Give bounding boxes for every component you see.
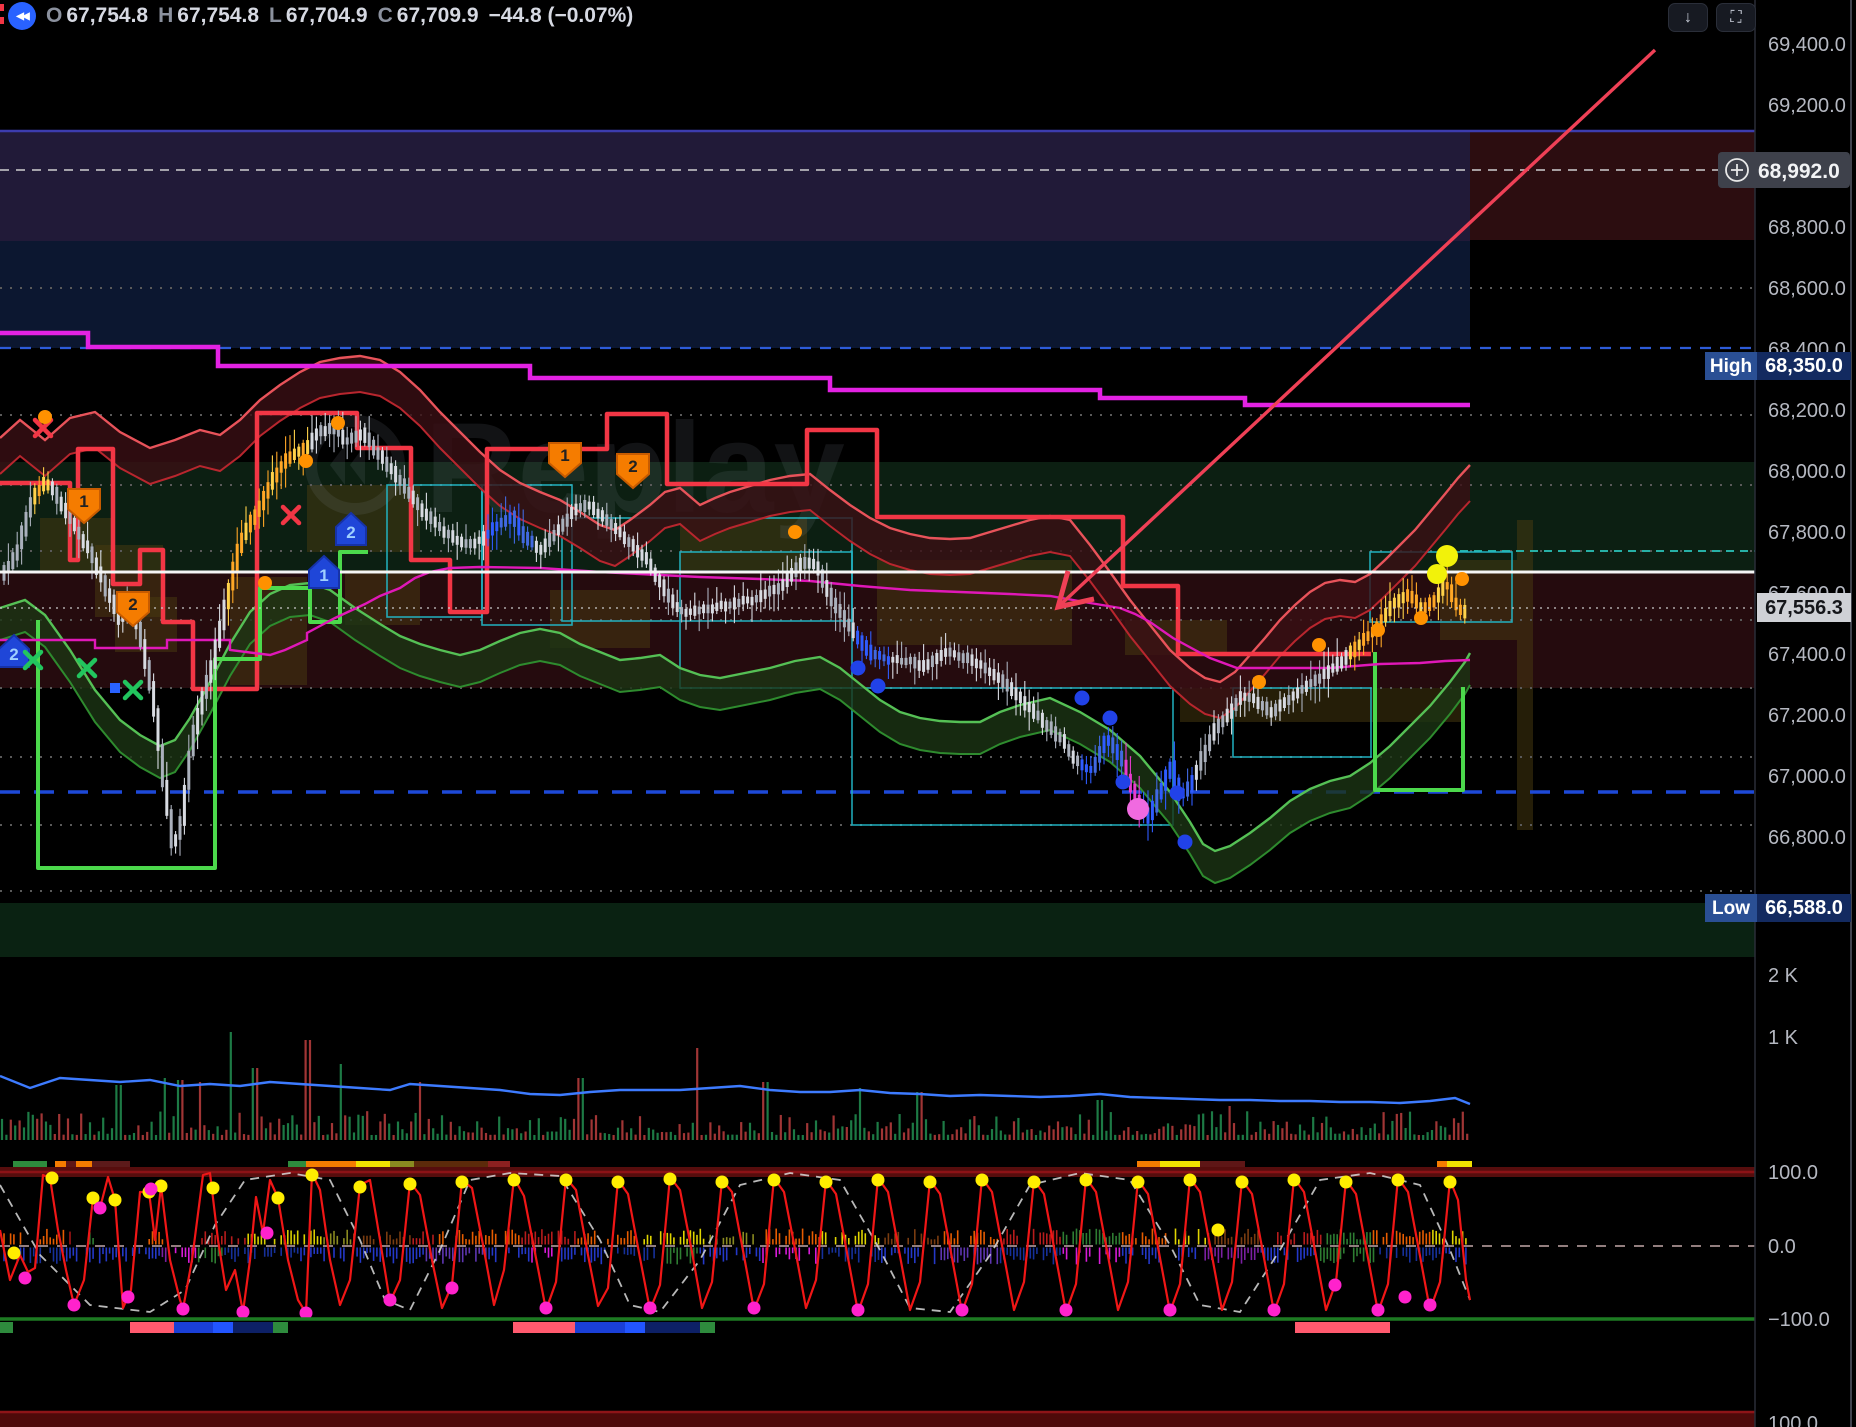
add-alert-plus-icon[interactable] (1725, 158, 1749, 182)
ohlc-open: O 67,754.8 (46, 4, 149, 27)
buy-label-badge[interactable] (308, 554, 340, 589)
axis-label: 67,400.0 (1768, 644, 1846, 666)
high-value: 68,350.0 (1765, 355, 1843, 377)
low-badge: Low 66,588.0 (1705, 894, 1851, 922)
high-tag: High (1710, 356, 1752, 377)
axis-label: 67,800.0 (1768, 522, 1846, 544)
low-value: 66,588.0 (1765, 897, 1843, 919)
axis-label: 67,000.0 (1768, 766, 1846, 788)
ohlc-low: L 67,704.9 (269, 4, 368, 27)
oscillator-pane (0, 1161, 1755, 1427)
sell-label-badge[interactable] (548, 442, 582, 479)
bottom-pane-axis-label: 100.0 (1768, 1413, 1818, 1427)
trend-line[interactable] (1054, 48, 1657, 611)
last-price-value: 67,556.3 (1765, 597, 1843, 619)
svg-text:1: 1 (319, 566, 328, 585)
axis-label: 100.0 (1768, 1162, 1818, 1184)
ohlc-high: H 67,754.8 (158, 4, 260, 27)
volume-pane (0, 1032, 1471, 1140)
axis-label: 68,600.0 (1768, 278, 1846, 300)
axis-label: 68,000.0 (1768, 461, 1846, 483)
axis-label: −100.0 (1768, 1309, 1830, 1331)
axis-label: 1 K (1768, 1027, 1799, 1049)
svg-text:2: 2 (346, 523, 355, 542)
sell-label-badge[interactable] (116, 591, 150, 628)
buy-label-badge[interactable] (335, 511, 367, 546)
axis-label: 69,200.0 (1768, 95, 1846, 117)
change-readout: −44.8 (−0.07%) (488, 4, 634, 27)
sell-label-badge[interactable] (67, 488, 101, 525)
drawing-edge-marks (0, 4, 4, 30)
candles (2, 410, 1467, 856)
axis-label: 69,400.0 (1768, 34, 1846, 56)
alert-price-label: 68,992.0 (1758, 160, 1840, 183)
axis-label: 66,800.0 (1768, 827, 1846, 849)
svg-text:2: 2 (628, 457, 637, 476)
scroll-to-recent-button[interactable]: ↓ (1668, 3, 1708, 32)
axis-label: 68,200.0 (1768, 400, 1846, 422)
replay-rewind-button[interactable]: ◀◀ (8, 2, 36, 30)
axis-label: 67,200.0 (1768, 705, 1846, 727)
price-axis[interactable]: 69,400.069,200.068,800.068,600.068,400.0… (1754, 0, 1852, 1427)
last-price-badge[interactable]: 67,556.3 (1757, 593, 1851, 622)
signal-markers[interactable]: 1 2 1 2 2 1 2 (0, 410, 1469, 850)
axis-label: 2 K (1768, 965, 1799, 987)
axis-label: 68,800.0 (1768, 217, 1846, 239)
svg-text:1: 1 (79, 492, 88, 511)
svg-text:1: 1 (560, 446, 569, 465)
ohlc-readout[interactable]: ◀◀ O 67,754.8 H 67,754.8 L 67,704.9 C 67,709… (8, 2, 633, 30)
high-badge: High 68,350.0 (1705, 352, 1851, 380)
fullscreen-button[interactable]: ⛶ (1716, 3, 1756, 32)
low-tag: Low (1712, 898, 1750, 919)
overlay-lines (0, 570, 1755, 609)
axis-label: 0.0 (1768, 1236, 1796, 1258)
sell-label-badge[interactable] (616, 453, 650, 490)
svg-text:2: 2 (128, 595, 137, 614)
ohlc-close: C 67,709.9 (377, 4, 479, 27)
alert-price-row[interactable]: 68,992.0 (1718, 152, 1850, 188)
svg-text:2: 2 (9, 645, 18, 664)
